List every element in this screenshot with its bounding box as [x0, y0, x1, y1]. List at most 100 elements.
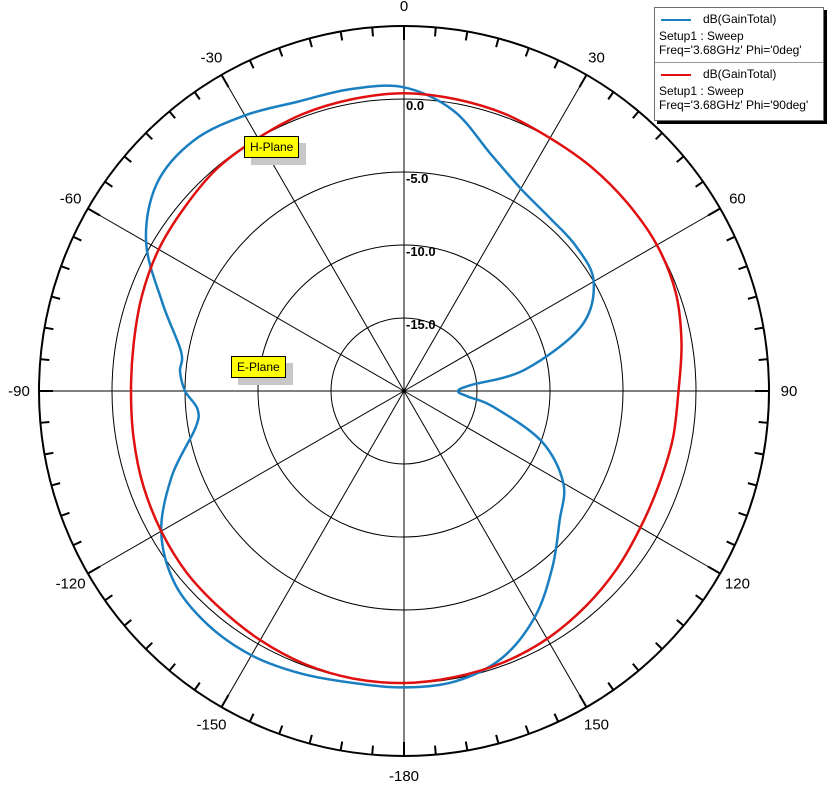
angle-tick — [676, 619, 685, 627]
angle-tick — [145, 642, 153, 650]
angle-tick — [464, 31, 469, 41]
series-line-0 — [144, 84, 596, 689]
angle-tick — [87, 207, 101, 217]
e-plane-marker[interactable]: E-Plane — [231, 356, 286, 378]
radial-label: -15.0 — [406, 317, 436, 332]
angular-tick-labels: 0 30 60 90 120 150 -180 -150 -120 -90 -60 -30 — [8, 0, 797, 785]
legend-swatch-red — [661, 74, 691, 76]
angle-tick — [308, 734, 313, 744]
angle-tick — [60, 265, 70, 271]
angle-tick — [104, 180, 113, 188]
legend[interactable]: dB(GainTotal) Setup1 : Sweep Freq='3.68G… — [654, 7, 824, 121]
angle-label: 30 — [588, 50, 605, 67]
radial-label: 0.0 — [406, 98, 424, 113]
angle-tick — [72, 540, 82, 547]
angle-tick — [726, 540, 736, 547]
grid-spoke — [403, 208, 721, 392]
angle-tick — [145, 132, 153, 140]
angle-tick — [758, 421, 768, 424]
angle-tick — [60, 511, 70, 517]
radial-tick-labels: 0.0 -5.0 -10.0 -15.0 — [406, 98, 436, 332]
angle-tick — [655, 132, 663, 140]
angle-tick — [524, 725, 530, 735]
angle-tick — [308, 38, 313, 48]
grid-spoke — [403, 74, 587, 392]
legend-params: Freq='3.68GHz' Phi='0deg' — [659, 43, 802, 57]
angle-label: 60 — [729, 191, 746, 208]
angle-tick — [464, 741, 469, 751]
legend-series-name: dB(GainTotal) — [703, 12, 777, 26]
angle-tick — [758, 358, 768, 361]
angle-tick — [434, 745, 437, 755]
angle-tick — [44, 451, 54, 456]
angle-tick — [248, 59, 255, 69]
angle-tick — [339, 741, 344, 751]
series-line-1 — [129, 91, 683, 685]
angle-tick — [168, 110, 176, 119]
angle-tick — [707, 565, 721, 575]
legend-params: Freq='3.68GHz' Phi='90deg' — [659, 98, 809, 112]
angle-tick — [40, 358, 50, 361]
legend-entry-phi-0[interactable]: dB(GainTotal) Setup1 : Sweep Freq='3.68G… — [655, 8, 823, 62]
angle-tick — [193, 91, 201, 100]
angle-tick — [578, 694, 588, 708]
angle-tick — [707, 207, 721, 217]
angle-tick — [248, 713, 255, 723]
angle-tick — [726, 235, 736, 242]
angle-tick — [220, 694, 230, 708]
legend-setup: Setup1 : Sweep — [659, 29, 744, 43]
angle-label: -180 — [389, 768, 419, 785]
h-plane-label: H-Plane — [250, 140, 294, 154]
angle-tick — [495, 734, 500, 744]
angle-tick — [754, 451, 764, 456]
angle-tick — [278, 725, 284, 735]
angle-tick — [123, 155, 132, 163]
radial-label: -10.0 — [406, 244, 436, 259]
angle-tick — [747, 482, 757, 487]
angle-tick — [72, 235, 82, 242]
angular-ticks — [39, 26, 769, 756]
angle-tick — [632, 110, 640, 119]
angle-tick — [553, 59, 560, 69]
e-plane-label: E-Plane — [237, 360, 280, 374]
angle-label: -60 — [60, 191, 82, 208]
angle-tick — [278, 47, 284, 57]
angle-tick — [632, 663, 640, 672]
angle-label: -90 — [8, 383, 30, 400]
angle-tick — [123, 619, 132, 627]
legend-series-name: dB(GainTotal) — [703, 67, 777, 81]
angle-tick — [524, 47, 530, 57]
h-plane-marker[interactable]: H-Plane — [244, 136, 300, 158]
angle-tick — [371, 27, 374, 37]
radial-label: -5.0 — [406, 171, 428, 186]
angle-tick — [87, 565, 101, 575]
angle-label: -150 — [196, 716, 226, 733]
angle-label: 0 — [400, 0, 408, 15]
angle-tick — [168, 663, 176, 672]
angle-tick — [607, 682, 615, 691]
grid-spoke — [403, 390, 587, 708]
angle-label: 90 — [781, 383, 798, 400]
grid-spoke — [221, 74, 405, 392]
angle-tick — [607, 91, 615, 100]
angle-tick — [434, 27, 437, 37]
angle-tick — [339, 31, 344, 41]
legend-setup: Setup1 : Sweep — [659, 84, 744, 98]
angle-tick — [676, 155, 685, 163]
grid-spoke — [87, 208, 405, 392]
angle-tick — [553, 713, 560, 723]
angle-tick — [193, 682, 201, 691]
angle-tick — [695, 594, 704, 602]
angle-label: 150 — [584, 716, 609, 733]
legend-entry-phi-90[interactable]: dB(GainTotal) Setup1 : Sweep Freq='3.68G… — [655, 62, 823, 117]
angle-label: -120 — [56, 576, 86, 593]
angle-tick — [51, 295, 61, 300]
angle-tick — [104, 594, 113, 602]
angle-label: 120 — [725, 576, 750, 593]
angle-tick — [738, 511, 748, 517]
legend-swatch-blue — [661, 19, 691, 21]
angle-tick — [738, 265, 748, 271]
angle-tick — [51, 482, 61, 487]
angle-label: -30 — [201, 50, 223, 67]
